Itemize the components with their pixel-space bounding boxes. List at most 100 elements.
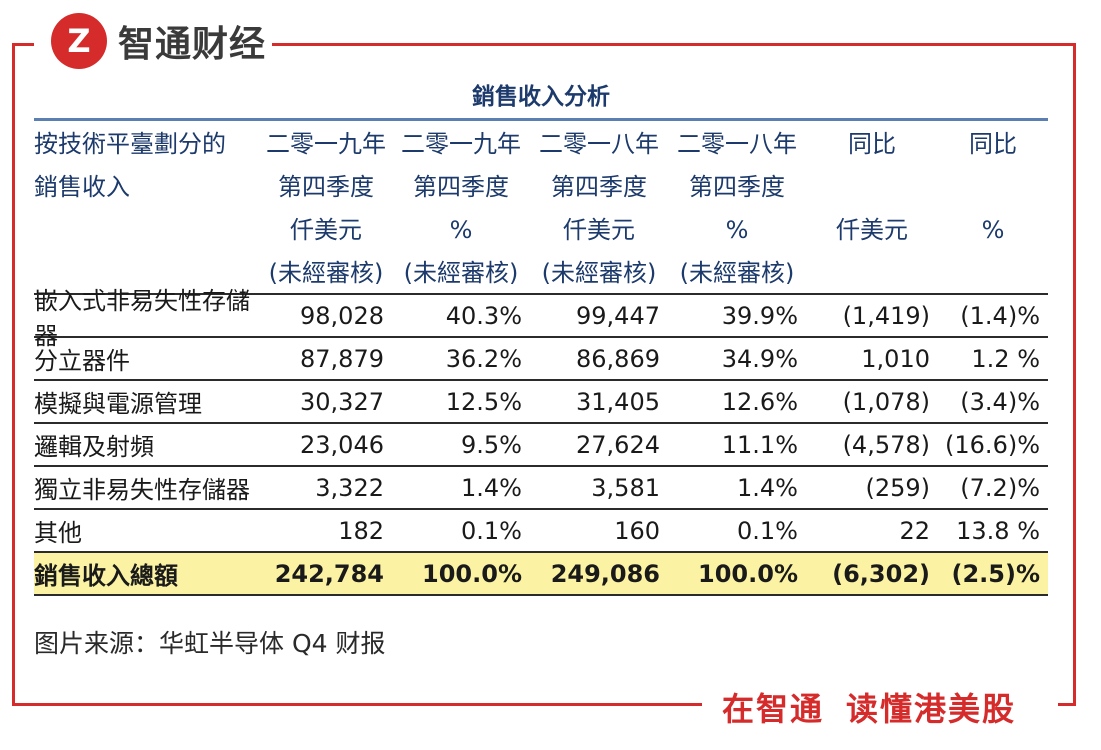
- source-caption: 图片来源：华虹半导体 Q4 财报: [34, 629, 386, 658]
- cell-value: 36.2%: [445, 344, 522, 373]
- frame-line: [12, 44, 15, 706]
- header-line: 第四季度: [551, 173, 647, 201]
- brand-logo-icon: Z: [51, 13, 107, 69]
- cell-value: (1,078): [842, 387, 930, 416]
- frame-line: [12, 703, 702, 706]
- cell-value: 182: [338, 516, 384, 545]
- cell-value: 31,405: [576, 387, 660, 416]
- table-header: 按技術平臺劃分的 銷售收入 二零一九年 第四季度 仟美元 (未經審核) 二零一九…: [34, 121, 1048, 293]
- header-line: 第四季度: [413, 173, 509, 201]
- header-line: 二零一九年: [401, 130, 521, 158]
- cell-value: 1.2 %: [971, 344, 1040, 373]
- header-line: 銷售收入: [34, 173, 130, 201]
- sales-table: 銷售收入分析 按技術平臺劃分的 銷售收入 二零一九年 第四季度 仟美元 (未經審…: [34, 76, 1048, 596]
- cell-value: 1.4%: [737, 473, 798, 502]
- table-row: 分立器件 87,879 36.2% 86,869 34.9% 1,010 1.2…: [34, 336, 1048, 379]
- header-line: 仟美元: [290, 216, 362, 244]
- header-line: %: [981, 216, 1005, 244]
- brand-name: 智通财经: [118, 24, 267, 65]
- header-col-yoy-usd: 同比 仟美元: [806, 121, 938, 293]
- cell-category: 模擬與電源管理: [34, 390, 202, 418]
- header-line: (未經審核): [268, 259, 384, 287]
- header-line: 仟美元: [836, 216, 908, 244]
- header-line: 同比: [848, 130, 896, 158]
- cell-category: 獨立非易失性存儲器: [34, 476, 250, 504]
- cell-category: 分立器件: [34, 347, 130, 375]
- cell-value: 9.5%: [461, 430, 522, 459]
- table-row: 其他 182 0.1% 160 0.1% 22 13.8 %: [34, 508, 1048, 551]
- cell-value: 0.1%: [461, 516, 522, 545]
- table-row: 獨立非易失性存儲器 3,322 1.4% 3,581 1.4% (259) (7…: [34, 465, 1048, 508]
- cell-value: (1.4)%: [960, 301, 1040, 330]
- frame-line: [12, 43, 34, 46]
- title-rule: [34, 118, 1048, 121]
- header-line: 二零一九年: [266, 130, 386, 158]
- cell-value: 27,624: [576, 430, 660, 459]
- slogan: 在智通 读懂港美股: [716, 684, 1023, 730]
- cell-value: (3.4)%: [960, 387, 1040, 416]
- header-col-2019-pct: 二零一九年 第四季度 % (未經審核): [392, 121, 530, 293]
- table-row: 模擬與電源管理 30,327 12.5% 31,405 12.6% (1,078…: [34, 379, 1048, 422]
- cell-value: 40.3%: [445, 301, 522, 330]
- cell-category: 邏輯及射頻: [34, 433, 154, 461]
- header-line: 二零一八年: [539, 130, 659, 158]
- cell-value: (2.5)%: [951, 559, 1041, 588]
- header-line: (未經審核): [541, 259, 657, 287]
- slogan-part-2: 读懂港美股: [846, 690, 1017, 728]
- header-line: 仟美元: [563, 216, 635, 244]
- cell-value: 13.8 %: [956, 516, 1040, 545]
- cell-value: 22: [899, 516, 930, 545]
- cell-category: 其他: [34, 519, 82, 547]
- cell-value: 0.1%: [737, 516, 798, 545]
- cell-value: 3,581: [591, 473, 660, 502]
- header-line: (未經審核): [679, 259, 795, 287]
- cell-value: (1,419): [842, 301, 930, 330]
- frame-line: [272, 43, 1076, 46]
- header-line: %: [449, 216, 473, 244]
- frame-line: [1073, 44, 1076, 706]
- cell-value: 12.6%: [721, 387, 798, 416]
- header-line: 第四季度: [278, 173, 374, 201]
- header-line: 二零一八年: [677, 130, 797, 158]
- svg-text:Z: Z: [67, 22, 90, 60]
- cell-value: 242,784: [274, 559, 384, 588]
- table-row: 邏輯及射頻 23,046 9.5% 27,624 11.1% (4,578) (…: [34, 422, 1048, 465]
- header-spacer: [806, 166, 938, 209]
- cell-value: 12.5%: [445, 387, 522, 416]
- cell-value: 99,447: [576, 301, 660, 330]
- header-col-2018-usd: 二零一八年 第四季度 仟美元 (未經審核): [530, 121, 668, 293]
- cell-value: 249,086: [550, 559, 660, 588]
- header-line: (未經審核): [403, 259, 519, 287]
- frame-line: [1058, 703, 1076, 706]
- header-spacer: [938, 166, 1048, 209]
- cell-value: (7.2)%: [960, 473, 1040, 502]
- total-row: 銷售收入總額 242,784 100.0% 249,086 100.0% (6,…: [34, 551, 1048, 596]
- cell-value: 86,869: [576, 344, 660, 373]
- cell-value: 100.0%: [698, 559, 798, 588]
- table-row: 嵌入式非易失性存儲器 98,028 40.3% 99,447 39.9% (1,…: [34, 287, 1048, 350]
- header-col-yoy-pct: 同比 %: [938, 121, 1048, 293]
- cell-value: 98,028: [300, 301, 384, 330]
- header-line: 按技術平臺劃分的: [34, 130, 226, 158]
- cell-value: (6,302): [832, 559, 930, 588]
- cell-category: 銷售收入總額: [34, 562, 178, 590]
- cell-value: 11.1%: [721, 430, 798, 459]
- brand-logo: Z 智通财经: [50, 12, 266, 70]
- cell-value: 23,046: [300, 430, 384, 459]
- header-line: %: [725, 216, 749, 244]
- header-line: 第四季度: [689, 173, 785, 201]
- header-col-2019-usd: 二零一九年 第四季度 仟美元 (未經審核): [260, 121, 392, 293]
- cell-value: (4,578): [842, 430, 930, 459]
- cell-value: (16.6)%: [945, 430, 1040, 459]
- header-line: 同比: [969, 130, 1017, 158]
- cell-value: 160: [614, 516, 660, 545]
- cell-value: 30,327: [300, 387, 384, 416]
- header-col-category: 按技術平臺劃分的 銷售收入: [34, 121, 260, 293]
- cell-value: 34.9%: [721, 344, 798, 373]
- cell-value: 87,879: [300, 344, 384, 373]
- table-title: 銷售收入分析: [472, 84, 610, 110]
- slogan-part-1: 在智通: [722, 690, 825, 728]
- cell-value: 39.9%: [721, 301, 798, 330]
- cell-value: 1,010: [861, 344, 930, 373]
- cell-value: 1.4%: [461, 473, 522, 502]
